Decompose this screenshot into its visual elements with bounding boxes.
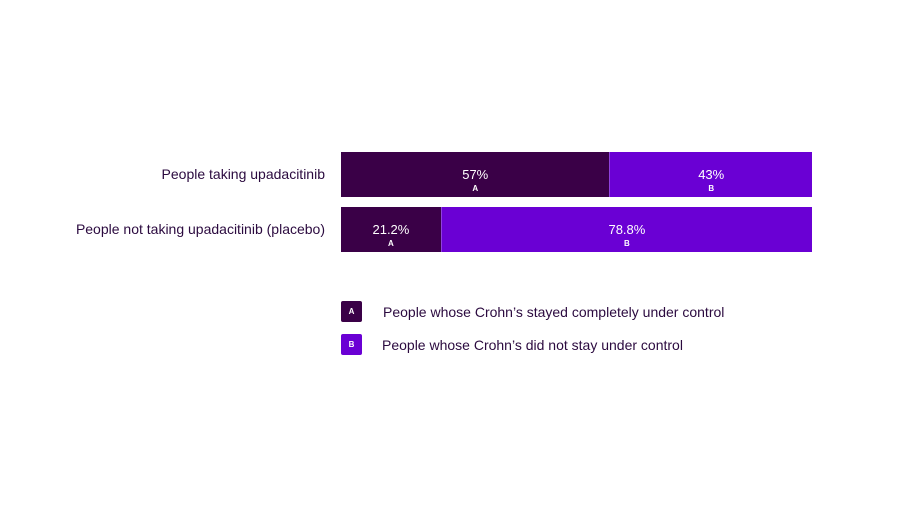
legend-label-a: People whose Crohn’s stayed completely u… (383, 304, 725, 320)
legend-item-a: A People whose Crohn’s stayed completely… (341, 301, 801, 323)
legend-swatch-b: B (341, 334, 362, 355)
bar-letter-label: A (388, 239, 394, 248)
category-label-placebo: People not taking upadacitinib (placebo) (75, 221, 325, 237)
bar-row-upadacitinib: 57% A 43% B (341, 152, 812, 197)
bar-segment-a: 21.2% A (341, 207, 441, 252)
bar-letter-label: A (472, 184, 479, 193)
bar-letter-label: B (708, 184, 715, 193)
bar-value-label: 21.2% (372, 222, 410, 237)
legend-item-b: B People whose Crohn’s did not stay unde… (341, 334, 801, 356)
bar-letter-label: B (624, 239, 630, 248)
legend-swatch-a: A (341, 301, 362, 322)
bar-value-label: 78.8% (608, 222, 646, 237)
bar-row-placebo: 21.2% A 78.8% B (341, 207, 812, 252)
bar-segment-b: 78.8% B (440, 207, 812, 252)
bar-value-label: 57% (462, 167, 489, 182)
category-label-upadacitinib: People taking upadacitinib (161, 166, 325, 182)
bar-segment-a: 57% A (341, 152, 610, 197)
bar-value-label: 43% (698, 167, 725, 182)
bar-segment-b: 43% B (609, 152, 812, 197)
legend-label-b: People whose Crohn’s did not stay under … (382, 337, 683, 353)
